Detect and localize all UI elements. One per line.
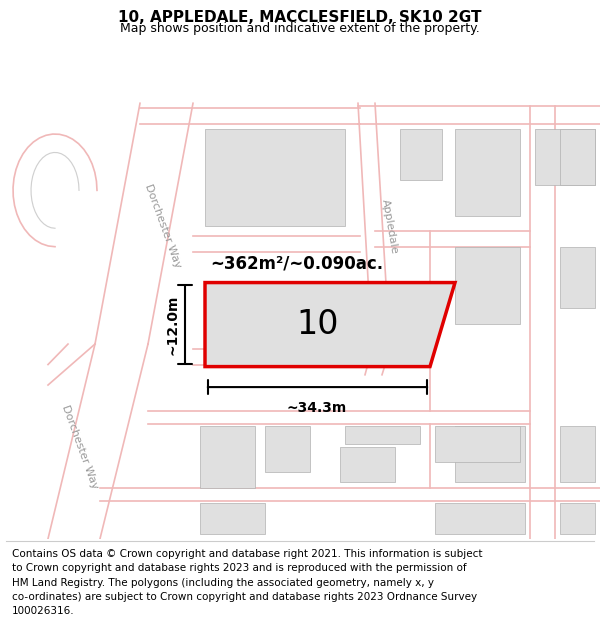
Bar xyxy=(400,129,442,180)
Text: Dorchester Way: Dorchester Way xyxy=(60,403,100,490)
Bar xyxy=(200,503,265,534)
Bar xyxy=(345,426,420,444)
Text: ~34.3m: ~34.3m xyxy=(287,401,347,416)
Bar xyxy=(215,292,415,356)
Text: Dorchester Way: Dorchester Way xyxy=(143,183,183,269)
Text: Appledale: Appledale xyxy=(380,198,400,254)
Bar xyxy=(435,503,525,534)
Bar xyxy=(560,129,595,185)
Bar xyxy=(535,129,595,185)
Text: 100026316.: 100026316. xyxy=(12,606,74,616)
Text: HM Land Registry. The polygons (including the associated geometry, namely x, y: HM Land Registry. The polygons (includin… xyxy=(12,578,434,587)
Text: 10, APPLEDALE, MACCLESFIELD, SK10 2GT: 10, APPLEDALE, MACCLESFIELD, SK10 2GT xyxy=(118,10,482,25)
Bar xyxy=(340,446,395,483)
Text: ~12.0m: ~12.0m xyxy=(166,294,180,355)
Bar xyxy=(455,129,520,216)
Bar xyxy=(455,247,520,324)
Polygon shape xyxy=(205,282,455,367)
Bar xyxy=(265,426,310,472)
Text: Map shows position and indicative extent of the property.: Map shows position and indicative extent… xyxy=(120,22,480,35)
Text: Contains OS data © Crown copyright and database right 2021. This information is : Contains OS data © Crown copyright and d… xyxy=(12,549,482,559)
Text: ~362m²/~0.090ac.: ~362m²/~0.090ac. xyxy=(210,254,383,272)
Bar xyxy=(435,426,520,462)
Bar xyxy=(205,129,345,226)
Bar xyxy=(455,426,525,483)
Bar xyxy=(560,426,595,483)
Text: to Crown copyright and database rights 2023 and is reproduced with the permissio: to Crown copyright and database rights 2… xyxy=(12,563,467,573)
Bar xyxy=(560,503,595,534)
Text: co-ordinates) are subject to Crown copyright and database rights 2023 Ordnance S: co-ordinates) are subject to Crown copyr… xyxy=(12,592,477,602)
Bar xyxy=(560,247,595,308)
Bar xyxy=(200,426,255,488)
Text: 10: 10 xyxy=(297,308,339,341)
